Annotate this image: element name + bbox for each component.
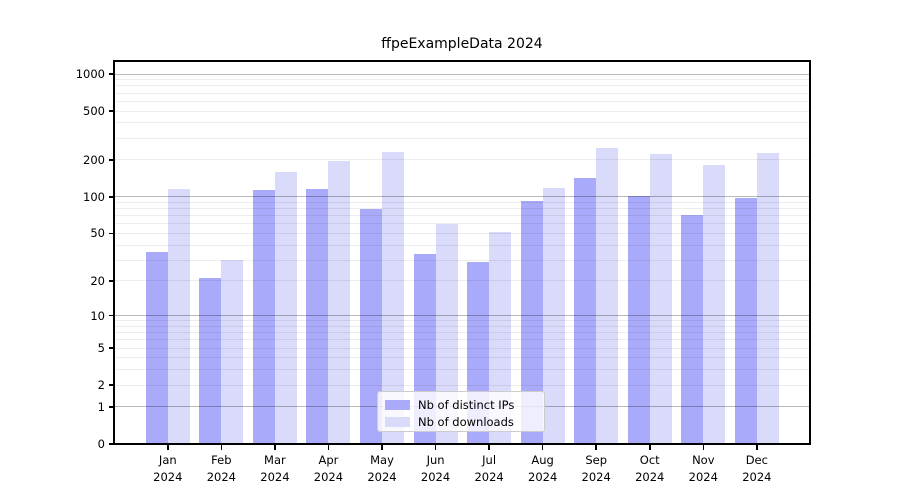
x-tick-month: Sep [585,453,608,467]
x-tick-label: Nov 2024 [673,452,733,486]
x-tick-label: May 2024 [352,452,412,486]
x-tick-month: Mar [264,453,286,467]
x-tick-mark [434,445,437,450]
legend-label: Nb of distinct IPs [418,397,515,412]
x-tick-year: 2024 [420,470,451,484]
x-tick-mark [649,445,651,450]
x-tick-month: Apr [318,453,339,467]
x-tick-year: 2024 [367,470,397,484]
x-tick-label: Aug 2024 [513,452,573,486]
x-tick-month: Aug [531,453,554,467]
y-tick-label: 500 [83,104,105,119]
x-tick-label: Apr 2024 [298,452,358,486]
y-tick-label: 1000 [75,67,105,81]
x-tick-label: Oct 2024 [620,452,680,486]
y-tick-label: 2 [97,378,105,393]
x-tick-label: Dec 2024 [727,452,787,486]
legend: Nb of distinct IPs Nb of downloads [377,391,545,432]
x-tick-year: 2024 [635,470,665,484]
x-tick-label: Feb 2024 [191,452,251,486]
legend-label: Nb of downloads [418,414,514,429]
x-tick-year: 2024 [528,470,558,484]
legend-item-distinct-ips: Nb of distinct IPs [385,396,544,413]
x-tick-label: Jul 2024 [459,452,519,486]
chart-title: ffpeExampleData 2024 [381,36,543,52]
x-tick-month: Nov [692,453,715,467]
legend-item-downloads: Nb of downloads [385,413,544,430]
y-tick-label: 10 [90,308,105,323]
y-tick-label: 0 [97,437,105,451]
x-tick-month: Jun [426,453,445,467]
x-tick-year: 2024 [742,470,772,484]
plot-area-border [113,59,811,445]
x-tick-month: Feb [211,453,232,467]
x-tick-year: 2024 [206,470,236,484]
x-tick-label: Mar 2024 [245,452,305,486]
legend-swatch [385,416,410,427]
x-tick-mark [381,445,383,450]
x-tick-month: May [370,453,394,467]
y-tick-label: 100 [83,189,105,204]
x-tick-mark [595,445,597,450]
x-tick-month: Dec [745,453,768,467]
y-tick-label: 50 [90,226,105,241]
x-tick-label: Jun 2024 [406,452,466,486]
x-tick-mark [702,445,705,450]
x-tick-label: Jan 2024 [138,452,198,486]
x-tick-mark [167,445,169,450]
x-tick-mark [756,445,758,450]
x-tick-year: 2024 [688,470,718,484]
x-tick-mark [327,445,330,450]
x-tick-label: Sep 2024 [566,452,626,486]
y-tick-label: 5 [97,341,105,356]
y-tick-label: 200 [83,152,105,167]
x-tick-month: Jul [482,453,497,467]
y-tick-label: 1 [97,399,105,414]
x-tick-month: Oct [639,453,660,467]
x-tick-year: 2024 [313,470,344,484]
x-tick-mark [274,445,276,450]
x-tick-year: 2024 [260,470,290,484]
y-tick-label: 20 [90,273,105,288]
x-tick-year: 2024 [153,470,183,484]
legend-swatch [385,399,410,410]
x-tick-mark [220,445,223,450]
x-tick-year: 2024 [581,470,611,484]
x-tick-mark [541,445,544,450]
x-tick-year: 2024 [474,470,504,484]
x-tick-month: Jan [158,453,177,467]
x-tick-mark [488,445,490,450]
